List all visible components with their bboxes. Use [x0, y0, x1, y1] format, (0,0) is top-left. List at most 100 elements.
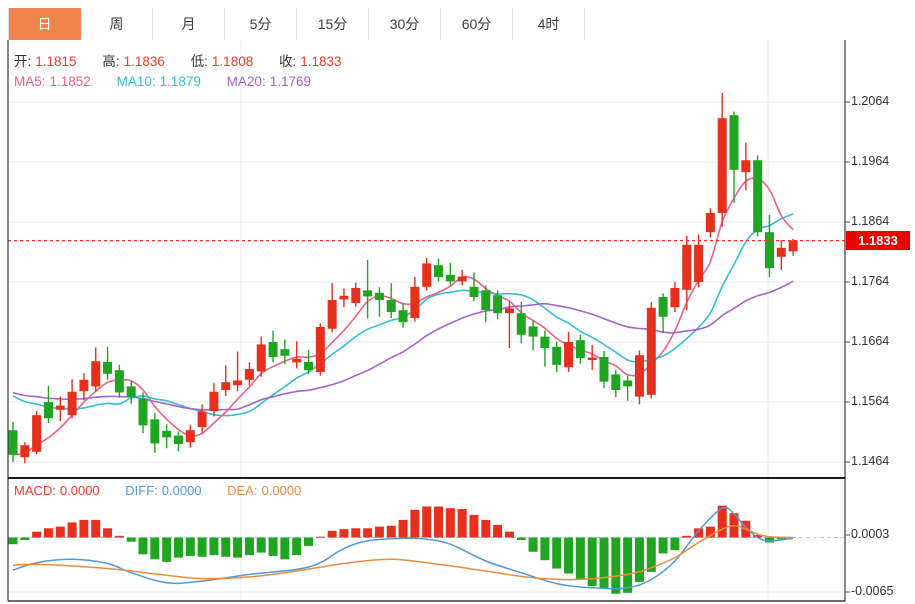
candle-body [776, 247, 786, 257]
tab-60分[interactable]: 60分 [441, 8, 513, 40]
macd-bar [8, 537, 18, 545]
price-axis-label: 1.1564 [851, 394, 890, 408]
last-price-tag: 1.1833 [846, 231, 910, 251]
close-value: 1.1833 [300, 54, 342, 69]
tab-5分[interactable]: 5分 [225, 8, 297, 40]
candle-body [221, 382, 231, 390]
macd-bar [670, 537, 680, 551]
candle-body [374, 292, 384, 300]
macd-bar [162, 537, 172, 562]
candle-body [67, 391, 77, 416]
ma-readout: MA5: 1.1852 MA10: 1.1879 MA20: 1.1769 [14, 74, 315, 89]
candle-body [114, 370, 124, 393]
candle-body [422, 263, 432, 287]
candle-body [32, 415, 42, 452]
macd-bar [233, 537, 243, 558]
macd-bar [776, 537, 786, 540]
candle-body [55, 405, 65, 410]
candle-body [540, 336, 550, 348]
macd-bar [410, 509, 420, 538]
macd-bar [103, 528, 113, 538]
macd-bar [32, 531, 42, 538]
candle-body [20, 445, 30, 458]
macd-bar [575, 537, 585, 580]
macd-bar [374, 526, 384, 538]
macd-label: MACD: [14, 483, 56, 498]
candle-body [8, 430, 18, 455]
candle-body [197, 411, 207, 428]
macd-bar [457, 509, 467, 538]
candle-body [244, 369, 254, 380]
tab-周[interactable]: 周 [81, 8, 153, 40]
low-value: 1.1808 [211, 54, 254, 69]
tab-4时[interactable]: 4时 [513, 8, 585, 40]
candle-body [753, 160, 763, 233]
macd-bar [646, 537, 656, 572]
macd-bar [327, 530, 337, 538]
price-axis-label: 1.1864 [851, 214, 890, 228]
price-axis-label: 1.2064 [851, 94, 890, 108]
macd-bar [516, 537, 526, 541]
candle-body [481, 290, 491, 311]
tab-月[interactable]: 月 [153, 8, 225, 40]
candle-body [327, 300, 337, 329]
candle-body [469, 286, 479, 297]
macd-readout: MACD: 0.0000 DIFF: 0.0000 DEA: 0.0000 [14, 483, 305, 498]
ma5-label: MA5: [14, 74, 46, 89]
candle-body [587, 357, 597, 360]
candle-body [516, 313, 526, 335]
macd-bar [623, 537, 633, 593]
macd-bar [221, 537, 231, 557]
candle-body [682, 244, 692, 290]
timeframe-tabbar: 日周月 5分 15分 30分 60分 4时 [8, 8, 585, 40]
candle-body [79, 379, 89, 392]
macd-bar [150, 537, 160, 560]
candle-body [717, 118, 727, 213]
macd-bar [717, 505, 727, 538]
macd-bar [363, 528, 373, 538]
candle-body [150, 419, 160, 444]
macd-bar [445, 508, 455, 538]
macd-bar [173, 537, 183, 558]
macd-bar [339, 529, 349, 538]
high-label: 高: [102, 54, 120, 69]
tab-30分[interactable]: 30分 [369, 8, 441, 40]
tab-15分[interactable]: 15分 [297, 8, 369, 40]
macd-bar [315, 536, 325, 538]
macd-bar [552, 537, 562, 569]
candle-body [103, 361, 113, 374]
macd-bar [292, 537, 302, 556]
candle-body [209, 391, 219, 411]
macd-bar [658, 537, 668, 554]
macd-axis-label: 0.0003 [851, 527, 890, 541]
candle-body [741, 160, 751, 173]
macd-bar [55, 526, 65, 538]
macd-bar [504, 531, 514, 538]
candle-body [788, 240, 798, 252]
close-label: 收: [278, 54, 297, 69]
macd-axis-label: -0.0065 [851, 583, 894, 598]
candle-body [398, 310, 408, 323]
dea-label: DEA: [227, 483, 258, 498]
price-axis-label: 1.1964 [851, 154, 890, 168]
candle-body [351, 288, 361, 303]
ma5-value: 1.1852 [49, 74, 91, 89]
open-label: 开: [14, 54, 32, 69]
macd-bar [43, 528, 53, 538]
macd-bar [764, 537, 774, 543]
candle-body [315, 327, 325, 372]
ma10-label: MA10: [116, 74, 156, 89]
candle-body [705, 213, 715, 233]
macd-bar [20, 537, 30, 541]
candle-body [504, 308, 514, 314]
tab-日[interactable]: 日 [8, 8, 81, 40]
diff-value: 0.0000 [161, 483, 202, 498]
macd-bar [91, 519, 101, 538]
macd-bar [256, 537, 266, 553]
candle-body [363, 290, 373, 297]
candle-body [694, 244, 704, 282]
macd-bar [493, 524, 503, 538]
macd-bar [682, 535, 692, 538]
candle-body [268, 342, 278, 357]
